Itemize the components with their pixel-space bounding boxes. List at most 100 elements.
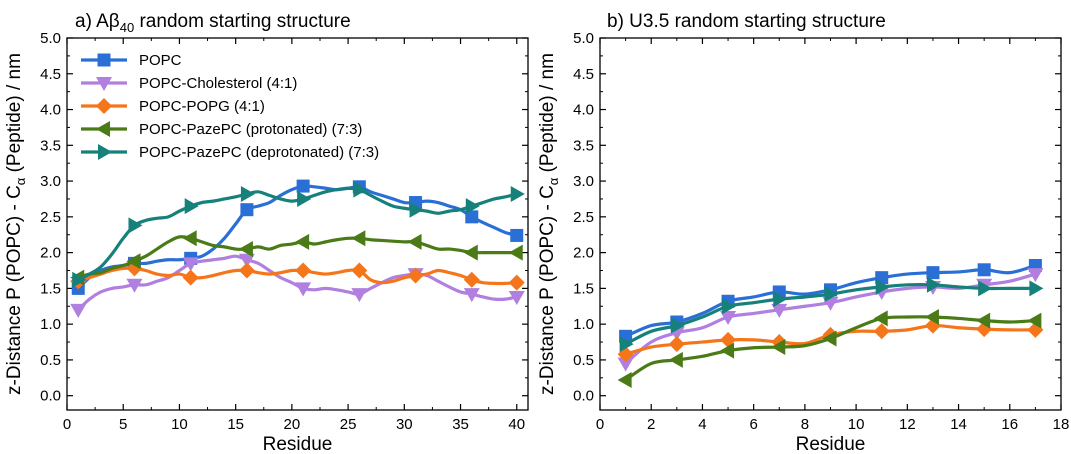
data-point [126, 278, 143, 293]
data-point [771, 303, 788, 318]
plot-frame [66, 37, 529, 411]
y-tick-label: 1.5 [40, 280, 61, 297]
data-point [873, 323, 890, 340]
data-point [126, 253, 141, 270]
series-group [70, 179, 525, 318]
y-tick-label: 1.5 [573, 280, 594, 297]
data-point [926, 276, 941, 293]
x-tick-label: 8 [801, 416, 809, 433]
x-tick-label: 18 [1053, 416, 1070, 433]
data-point [128, 217, 143, 234]
panel-title-suffix: random starting structure [134, 11, 350, 32]
data-point [240, 203, 254, 217]
y-tick-label: 0.0 [40, 388, 61, 405]
data-point [822, 330, 837, 347]
x-axis: 0 5 10 15 20 25 30 35 40 [63, 38, 525, 433]
data-point [463, 271, 480, 288]
x-tick-label: 25 [340, 416, 357, 433]
legend-label: POPC-PazePC (protonated) (7:3) [139, 121, 362, 138]
panel-title-prefix: a) Aβ [75, 11, 120, 32]
data-point [351, 288, 368, 303]
legend-marker [98, 144, 112, 160]
data-point [182, 230, 197, 247]
y-tick-label: 5.0 [573, 30, 594, 47]
x-tick-label: 16 [1001, 416, 1018, 433]
y-axis: 0.0 0.5 1.0 1.5 2.0 2.5 3.0 3.5 4.0 4.5 5.0 [40, 30, 528, 405]
y-tick-label: 3.5 [573, 137, 594, 154]
data-point [510, 185, 525, 202]
data-point [508, 274, 525, 291]
x-axis-title: Residue [263, 434, 333, 454]
data-point [875, 278, 890, 295]
data-point [617, 371, 632, 388]
y-tick-label: 0.5 [573, 352, 594, 369]
data-point [465, 198, 480, 215]
data-point [977, 263, 991, 277]
x-tick-label: 10 [848, 416, 865, 433]
legend-label: POPC-POPG (4:1) [139, 98, 265, 115]
panel-title-sub: 40 [120, 20, 134, 35]
x-tick-label: 15 [227, 416, 244, 433]
data-point [353, 181, 368, 198]
y-axis-title-end: (Peptide) / nm [4, 53, 25, 178]
data-point [351, 262, 368, 279]
y-tick-label: 2.5 [573, 209, 594, 226]
y-tick-label: 1.0 [573, 316, 594, 333]
x-tick-label: 0 [596, 416, 604, 433]
y-tick-label: 0.0 [573, 388, 594, 405]
y-tick-label: 3.0 [573, 173, 594, 190]
panel-title: a) Aβ40 random starting structure [75, 11, 351, 35]
x-tick-label: 2 [647, 416, 655, 433]
data-point [771, 339, 786, 356]
y-axis: 0.0 0.5 1.0 1.5 2.0 2.5 3.0 3.5 4.0 4.5 5.0 [573, 30, 1061, 405]
data-point [238, 253, 255, 268]
x-tick-label: 12 [899, 416, 916, 433]
legend-marker [96, 77, 112, 91]
data-point [773, 291, 788, 308]
data-point [463, 244, 478, 261]
data-point [619, 336, 634, 353]
y-tick-label: 2.5 [40, 209, 61, 226]
x-axis-title: Residue [796, 434, 866, 454]
data-point [184, 198, 199, 215]
data-point [873, 310, 888, 327]
y-axis-title-sub: α [546, 177, 561, 185]
data-point [407, 233, 422, 250]
data-point [70, 303, 87, 318]
data-point [407, 267, 424, 284]
x-axis: 0 2 4 6 8 10 12 14 16 18 [596, 38, 1070, 433]
y-tick-label: 5.0 [40, 30, 61, 47]
y-axis-title-end: (Peptide) / nm [537, 53, 558, 178]
data-point [297, 190, 312, 207]
x-tick-label: 20 [284, 416, 301, 433]
data-point [295, 282, 312, 297]
data-point [720, 311, 737, 325]
legend-marker [97, 53, 111, 67]
x-tick-label: 4 [698, 416, 706, 433]
y-tick-label: 4.5 [40, 66, 61, 83]
data-point [238, 262, 255, 279]
data-point [824, 286, 839, 303]
y-axis-title: z-Distance P (POPC) - Cα (Peptide) / nm [537, 53, 561, 395]
data-point [510, 228, 524, 242]
data-point [182, 257, 199, 272]
data-point [670, 317, 685, 334]
legend-label: POPC-PazePC (deprotonated) (7:3) [139, 144, 379, 161]
data-point [722, 298, 737, 315]
y-tick-label: 1.0 [40, 316, 61, 333]
x-tick-label: 10 [171, 416, 188, 433]
data-point [465, 210, 479, 224]
x-tick-label: 6 [749, 416, 757, 433]
data-point [72, 271, 87, 288]
data-point [351, 230, 366, 247]
data-point [1027, 268, 1044, 283]
data-point [296, 179, 310, 193]
y-tick-label: 2.0 [573, 245, 594, 262]
y-axis-title-sub: α [13, 177, 28, 185]
data-point [238, 241, 253, 258]
x-tick-label: 5 [119, 416, 127, 433]
y-tick-label: 3.0 [40, 173, 61, 190]
legend-label: POPC-Cholesterol (4:1) [139, 75, 297, 92]
y-tick-label: 3.5 [40, 137, 61, 154]
